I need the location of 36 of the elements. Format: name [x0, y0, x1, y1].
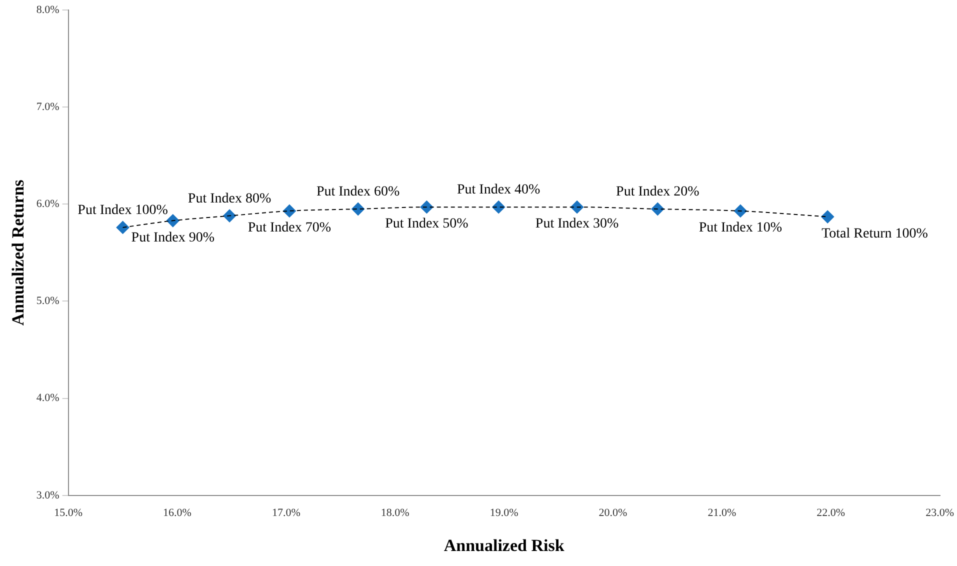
annotation: Put Index 20% — [616, 184, 700, 200]
y-tick-label: 5.0% — [36, 295, 60, 308]
annotation: Put Index 70% — [248, 220, 332, 236]
annotation: Put Index 30% — [535, 216, 619, 232]
point — [223, 209, 236, 222]
x-tick-label: 19.0% — [490, 506, 518, 519]
y-axis-title: Annualized Returns — [8, 179, 28, 326]
x-tick-label: 22.0% — [816, 506, 846, 519]
y-tick-label: 3.0% — [36, 489, 60, 502]
y-tick-label: 6.0% — [36, 198, 60, 210]
x-tick-label: 23.0% — [926, 506, 954, 519]
annotation: Total Return 100% — [822, 226, 928, 242]
x-tick-label: 20.0% — [598, 506, 628, 519]
annotation: Put Index 60% — [316, 184, 400, 200]
x-tick-label: 15.0% — [54, 506, 83, 519]
point — [570, 200, 584, 214]
annotation: Put Index 10% — [698, 220, 782, 236]
y-tick-label: 8.0% — [36, 4, 60, 16]
annotation: Put Index 40% — [456, 182, 541, 198]
x-tick-label: 18.0% — [380, 506, 410, 519]
point — [420, 200, 434, 214]
y-tick-label: 7.0% — [36, 100, 60, 113]
x-tick-label: 16.0% — [163, 506, 192, 519]
point — [821, 210, 834, 224]
point — [651, 202, 664, 216]
y-tick-label: 4.0% — [36, 392, 60, 404]
point — [166, 214, 180, 228]
annotation: Put Index 80% — [188, 191, 272, 206]
annotation: Put Index 100% — [78, 203, 168, 218]
annotation: Put Index 90% — [131, 230, 215, 246]
point — [116, 220, 130, 234]
point — [734, 204, 747, 218]
x-axis-title: Annualized Risk — [444, 536, 565, 556]
x-tick-label: 17.0% — [272, 506, 300, 519]
x-tick-label: 21.0% — [708, 506, 736, 519]
annotation: Put Index 50% — [385, 216, 469, 232]
